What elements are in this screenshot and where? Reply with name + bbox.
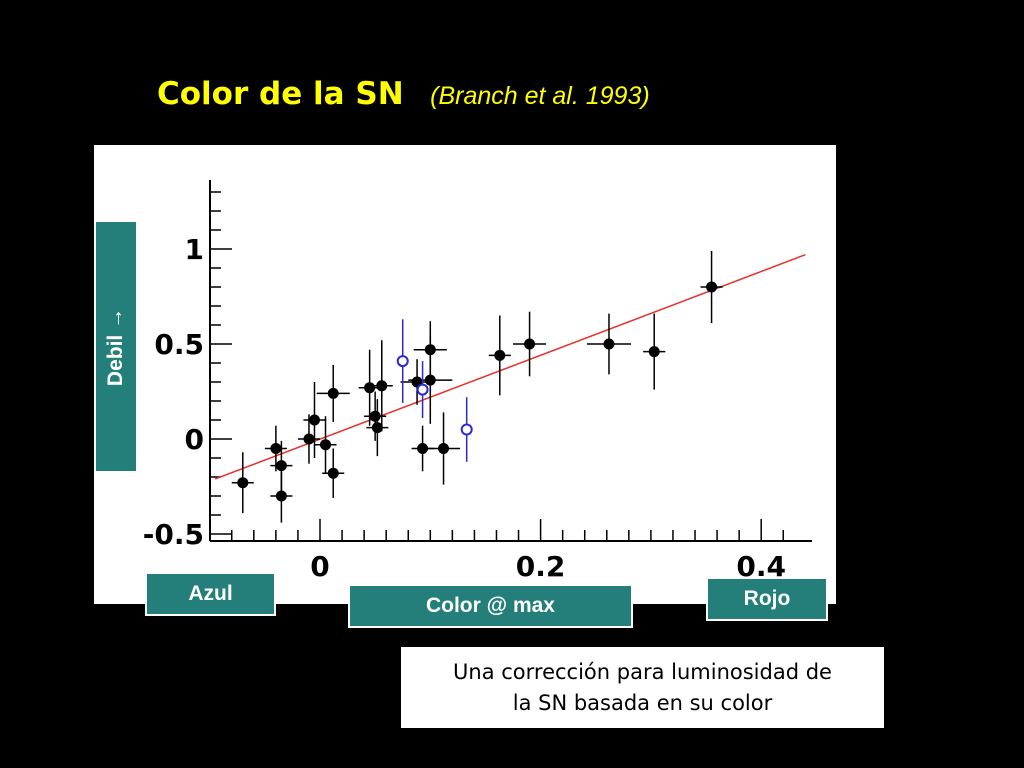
data-point [327,387,339,399]
data-point [275,460,287,472]
x-left-label: Azul [188,582,233,605]
data-point [303,433,315,445]
x-right-label-box: Rojo [706,577,828,621]
data-point-open [416,383,429,396]
data-point [494,349,506,361]
x-tick-label: 0.2 [516,550,566,583]
x-tick-label: 0 [310,550,329,583]
data-point-open [396,355,409,368]
y-axis-label: Debil → [104,307,127,386]
x-axis-label: Color @ max [425,594,555,617]
data-point [706,281,718,293]
data-point [369,410,381,422]
y-tick-label: 0.5 [154,328,204,361]
data-point [237,477,249,489]
note-line-2: la SN basada en su color [512,691,773,715]
note-box: Una corrección para luminosidad de la SN… [401,647,884,728]
data-point [376,380,388,392]
y-axis-label-box: Debil → [94,220,138,473]
data-point [320,439,332,451]
scatter-chart: -0.500.510 0.2 0.4 [143,180,812,583]
data-point [270,443,282,454]
data-point [603,338,615,350]
y-tick-label: 0 [185,423,204,456]
plot-panel: -0.5 0 0.5 1 0 0.2 0.4 [94,145,836,604]
y-tick-label: -0.5 [143,518,204,551]
title-citation: (Branch et al. 1993) [430,82,650,110]
data-point [417,443,429,454]
data-point-open [460,423,473,436]
data-point [364,382,376,394]
data-point [524,338,536,350]
data-point [308,414,320,426]
x-right-label: Rojo [743,587,791,610]
data-point [327,467,339,479]
slide-title: Color de la SN (Branch et al. 1993) [157,76,650,112]
x-axis-label-box: Color @ max [348,584,633,628]
data-point [424,374,436,386]
note-line-1: Una corrección para luminosidad de [453,660,832,684]
data-point [648,346,660,358]
data-point [438,443,450,454]
title-main: Color de la SN [157,76,404,112]
y-tick-label: 1 [185,233,204,266]
data-point [275,490,287,502]
x-left-label-box: Azul [145,572,276,616]
data-point [371,422,383,434]
